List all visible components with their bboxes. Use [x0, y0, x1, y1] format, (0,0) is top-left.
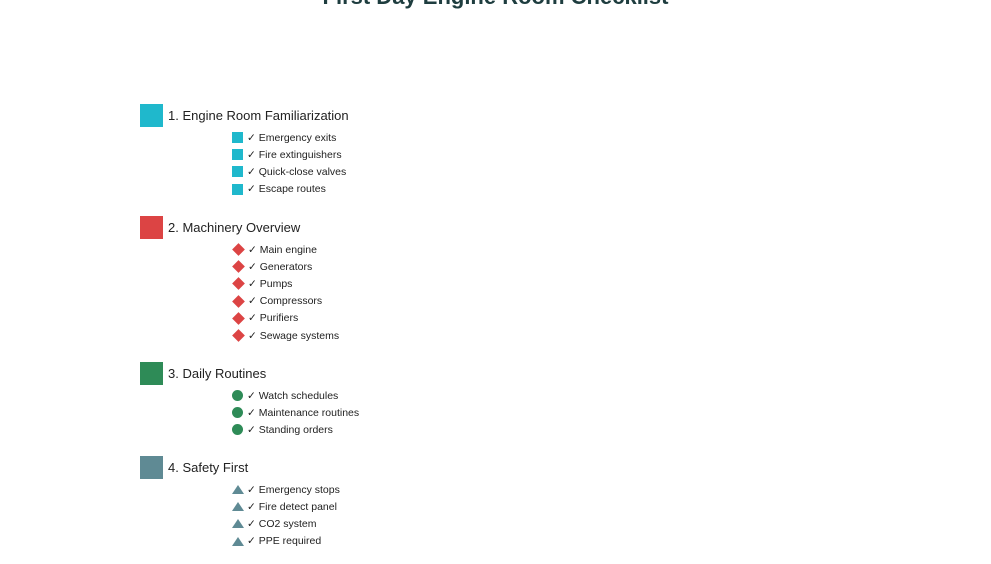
section-square-icon [140, 456, 163, 479]
diamond-icon [232, 311, 245, 325]
square-icon [232, 166, 243, 178]
item-label: CO2 system [258, 517, 317, 530]
circle-icon [232, 424, 243, 436]
checklist-section: 3. Daily Routines ✓ Watch schedules ✓ Main… [140, 362, 359, 439]
section-square-icon [140, 216, 163, 239]
triangle-icon [232, 502, 244, 512]
item-label: Emergency exits [258, 131, 337, 144]
item-label: Main engine [259, 243, 317, 256]
checklist-item: ✓ Fire extinguishers [232, 146, 349, 163]
check-icon: ✓ [248, 260, 257, 273]
section-header: 1. Engine Room Familiarization [140, 104, 349, 127]
checklist-section: 4. Safety First ✓ Emergency stops ✓ Fire d… [140, 456, 340, 550]
section-title: 3. Daily Routines [168, 366, 267, 381]
section-header: 3. Daily Routines [140, 362, 359, 385]
diamond-icon [232, 277, 245, 291]
checklist-item: ✓ Main engine [232, 241, 339, 258]
item-label: Generators [259, 260, 313, 273]
diamond-icon [232, 294, 245, 308]
item-label: Emergency stops [258, 483, 340, 496]
triangle-icon [232, 519, 244, 529]
item-label: Maintenance routines [258, 406, 360, 419]
checklist-item: ✓ Sewage systems [232, 327, 339, 344]
page-title: First Day Engine Room Checklist [0, 0, 991, 10]
item-label: Standing orders [258, 423, 333, 436]
item-label: Watch schedules [258, 389, 339, 402]
item-label: Pumps [259, 277, 293, 290]
check-icon: ✓ [247, 183, 256, 196]
checklist-item: ✓ CO2 system [232, 515, 340, 532]
check-icon: ✓ [247, 483, 256, 496]
check-icon: ✓ [247, 423, 256, 436]
section-header: 2. Machinery Overview [140, 216, 339, 239]
check-icon: ✓ [248, 243, 257, 256]
check-icon: ✓ [247, 500, 256, 513]
check-icon: ✓ [248, 312, 257, 325]
diamond-icon [232, 329, 245, 342]
section-title: 4. Safety First [168, 460, 249, 475]
triangle-icon [232, 536, 244, 546]
item-label: Quick-close valves [258, 165, 347, 178]
item-label: Sewage systems [259, 329, 340, 342]
item-label: PPE required [258, 535, 322, 548]
check-icon: ✓ [248, 295, 257, 308]
circle-icon [232, 390, 243, 402]
checklist-item: ✓ Watch schedules [232, 387, 359, 404]
checklist-item: ✓ Generators [232, 258, 339, 275]
diamond-icon [232, 243, 245, 256]
checklist-item: ✓ Fire detect panel [232, 498, 340, 515]
item-label: Purifiers [259, 312, 299, 325]
check-icon: ✓ [248, 277, 257, 290]
checklist-item: ✓ Compressors [232, 293, 339, 310]
checklist-item: ✓ Emergency exits [232, 129, 349, 146]
circle-icon [232, 407, 243, 419]
item-label: Escape routes [258, 183, 326, 196]
checklist-item: ✓ PPE required [232, 533, 340, 550]
checklist-section: 1. Engine Room Familiarization ✓ Emergenc… [140, 104, 349, 198]
section-square-icon [140, 104, 163, 127]
checklist-section: 2. Machinery Overview ✓ Main engine ✓ Gene… [140, 216, 339, 344]
check-icon: ✓ [248, 329, 257, 342]
section-title: 2. Machinery Overview [168, 220, 301, 235]
checklist-item: ✓ Emergency stops [232, 481, 340, 498]
check-icon: ✓ [247, 148, 256, 161]
checklist-item: ✓ Maintenance routines [232, 404, 359, 421]
checklist-item: ✓ Standing orders [232, 421, 359, 438]
check-icon: ✓ [247, 131, 256, 144]
check-icon: ✓ [247, 389, 256, 402]
check-icon: ✓ [247, 406, 256, 419]
checklist-item: ✓ Escape routes [232, 181, 349, 198]
section-header: 4. Safety First [140, 456, 340, 479]
square-icon [232, 183, 243, 195]
checklist-item: ✓ Quick-close valves [232, 163, 349, 180]
square-icon [232, 149, 243, 161]
section-title: 1. Engine Room Familiarization [168, 108, 349, 123]
square-icon [232, 132, 243, 144]
check-icon: ✓ [247, 517, 256, 530]
check-icon: ✓ [247, 535, 256, 548]
item-label: Fire detect panel [258, 500, 337, 513]
item-label: Compressors [259, 295, 323, 308]
section-square-icon [140, 362, 163, 385]
triangle-icon [232, 485, 244, 495]
diamond-icon [232, 260, 245, 274]
checklist-item: ✓ Purifiers [232, 310, 339, 327]
item-label: Fire extinguishers [258, 148, 342, 161]
checklist-item: ✓ Pumps [232, 275, 339, 292]
check-icon: ✓ [247, 165, 256, 178]
